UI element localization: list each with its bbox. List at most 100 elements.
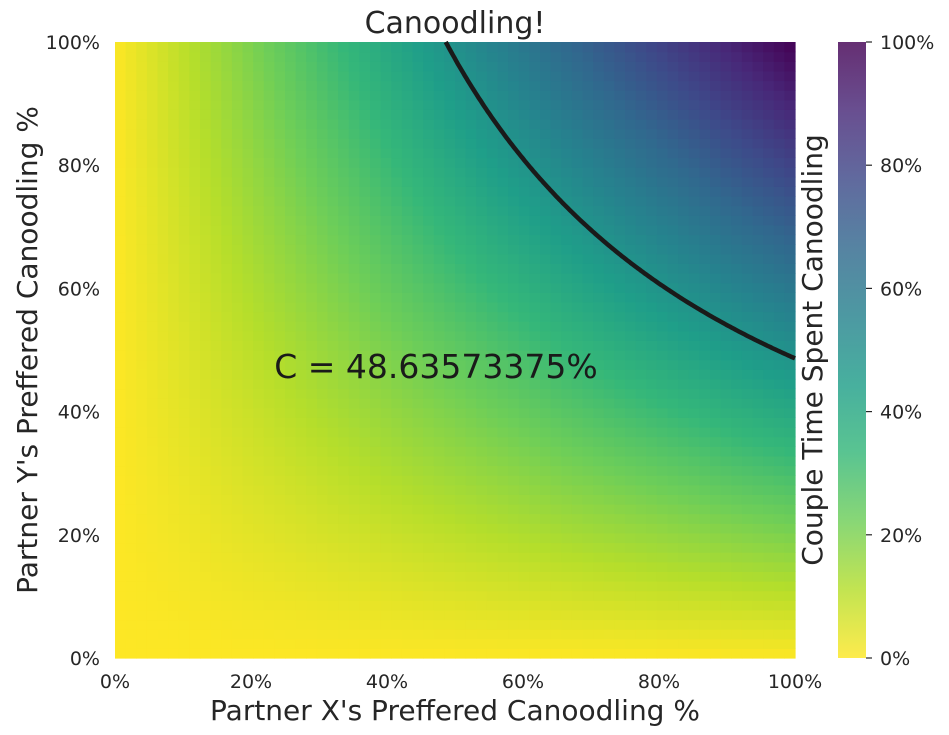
heatmap-cell	[263, 398, 275, 409]
heatmap-cell	[497, 253, 509, 264]
heatmap-cell	[200, 205, 212, 216]
heatmap-cell	[656, 359, 669, 370]
heatmap-cell	[741, 417, 754, 428]
heatmap-cell	[497, 427, 509, 438]
heatmap-cell	[720, 253, 732, 264]
heatmap-cell	[348, 436, 360, 447]
heatmap-cell	[231, 224, 244, 236]
heatmap-cell	[582, 330, 594, 341]
heatmap-cell	[678, 648, 690, 659]
heatmap-cell	[667, 369, 679, 380]
heatmap-cell	[763, 330, 775, 341]
heatmap-cell	[710, 436, 722, 447]
heatmap-cell	[200, 186, 212, 197]
heatmap-cell	[688, 109, 700, 120]
heatmap-cell	[115, 330, 127, 341]
heatmap-cell	[391, 513, 403, 524]
heatmap-cell	[688, 340, 700, 351]
heatmap-cell	[380, 350, 392, 361]
heatmap-cell	[444, 475, 456, 486]
heatmap-cell	[316, 157, 329, 168]
heatmap-cell	[603, 542, 615, 553]
heatmap-cell	[285, 176, 297, 187]
heatmap-cell	[603, 417, 615, 428]
heatmap-cell	[295, 224, 307, 236]
heatmap-cell	[242, 378, 254, 390]
heatmap-cell	[486, 427, 499, 438]
heatmap-cell	[263, 542, 275, 553]
heatmap-cell	[115, 224, 127, 236]
heatmap-cell	[285, 196, 297, 207]
heatmap-cell	[295, 446, 307, 457]
heatmap-cell	[763, 552, 775, 563]
heatmap-cell	[625, 215, 637, 226]
heatmap-cell	[338, 263, 350, 274]
heatmap-cell	[688, 61, 700, 72]
heatmap-cell	[295, 513, 307, 524]
heatmap-cell	[316, 581, 329, 592]
heatmap-cell	[593, 465, 605, 476]
heatmap-cell	[370, 600, 382, 611]
heatmap-cell	[401, 475, 414, 486]
heatmap-cell	[752, 196, 764, 207]
heatmap-cell	[518, 244, 530, 255]
heatmap-cell	[380, 128, 392, 139]
heatmap-cell	[710, 263, 722, 274]
heatmap-cell	[678, 311, 690, 322]
heatmap-cell	[115, 359, 127, 370]
heatmap-cell	[242, 80, 254, 91]
heatmap-cell	[380, 436, 392, 447]
heatmap-cell	[178, 273, 190, 284]
heatmap-cell	[561, 369, 573, 380]
heatmap-cell	[688, 321, 700, 332]
heatmap-cell	[157, 571, 169, 582]
heatmap-cell	[178, 301, 190, 313]
heatmap-cell	[295, 282, 307, 293]
heatmap-cell	[646, 99, 658, 110]
heatmap-cell	[316, 398, 329, 409]
heatmap-cell	[741, 475, 754, 486]
heatmap-cell	[423, 465, 435, 476]
heatmap-cell	[423, 167, 435, 178]
heatmap-cell	[401, 436, 414, 447]
heatmap-cell	[157, 600, 169, 611]
heatmap-cell	[401, 273, 414, 284]
heatmap-cell	[465, 176, 477, 187]
heatmap-cell	[699, 484, 711, 495]
heatmap-cell	[784, 427, 796, 438]
heatmap-cell	[476, 446, 488, 457]
heatmap-cell	[146, 147, 159, 159]
heatmap-cell	[699, 494, 711, 505]
heatmap-cell	[253, 109, 265, 120]
heatmap-cell	[125, 292, 137, 303]
heatmap-cell	[253, 99, 265, 110]
heatmap-cell	[518, 263, 530, 274]
heatmap-cell	[327, 600, 339, 611]
heatmap-cell	[423, 561, 435, 572]
heatmap-cell	[433, 629, 445, 640]
heatmap-cell	[529, 80, 541, 91]
heatmap-cell	[667, 571, 679, 582]
heatmap-cell	[571, 532, 584, 544]
heatmap-cell	[200, 484, 212, 495]
heatmap-cell	[231, 244, 244, 255]
heatmap-cell	[253, 446, 265, 457]
heatmap-cell	[614, 80, 626, 91]
heatmap-cell	[295, 138, 307, 149]
heatmap-cell	[455, 407, 467, 418]
heatmap-cell	[455, 494, 467, 505]
heatmap-cell	[327, 147, 339, 159]
heatmap-cell	[178, 427, 190, 438]
heatmap-cell	[784, 205, 796, 216]
heatmap-cell	[338, 590, 350, 601]
heatmap-cell	[465, 504, 477, 515]
heatmap-cell	[391, 446, 403, 457]
heatmap-cell	[699, 475, 711, 486]
heatmap-cell	[115, 388, 127, 399]
heatmap-cell	[412, 176, 424, 187]
heatmap-cell	[370, 196, 382, 207]
heatmap-cell	[338, 436, 350, 447]
heatmap-cell	[316, 119, 329, 130]
heatmap-cell	[571, 176, 584, 187]
heatmap-cell	[741, 282, 754, 293]
